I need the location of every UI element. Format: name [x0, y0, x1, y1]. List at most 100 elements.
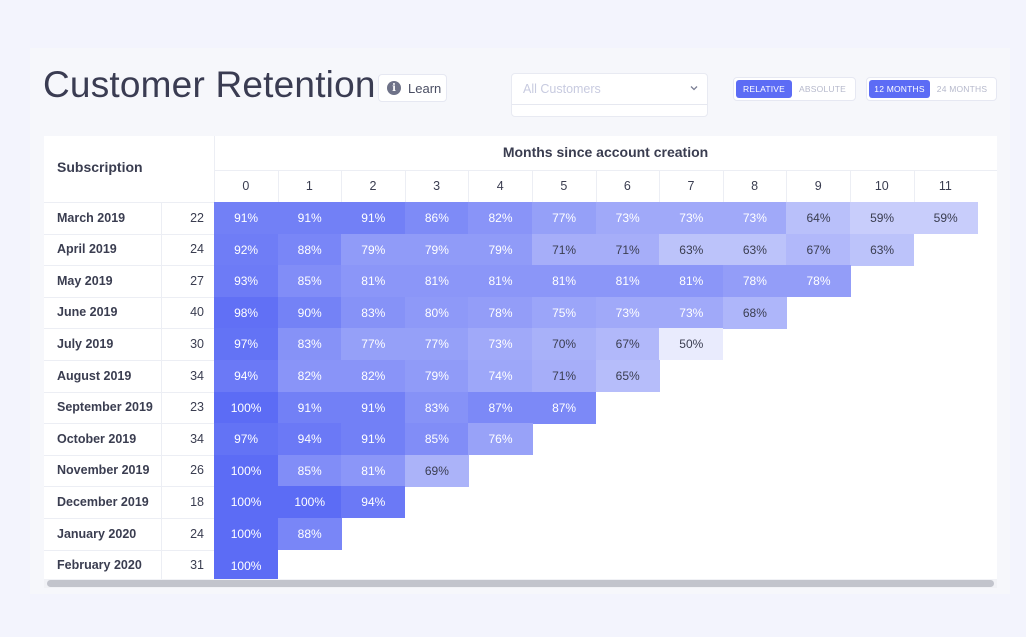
retention-cell[interactable]: 63%: [659, 233, 724, 266]
retention-cell[interactable]: 70%: [532, 328, 597, 361]
retention-cell[interactable]: 100%: [214, 549, 279, 582]
retention-cell[interactable]: 71%: [595, 233, 660, 266]
grid-line: [722, 170, 724, 202]
retention-cell[interactable]: 71%: [532, 360, 597, 393]
retention-cell[interactable]: 63%: [850, 233, 915, 266]
row-label: May 2019: [57, 273, 113, 288]
retention-cell[interactable]: 100%: [214, 518, 279, 551]
retention-cell[interactable]: 91%: [341, 202, 406, 235]
retention-cell[interactable]: 73%: [722, 202, 787, 235]
retention-cell[interactable]: 83%: [341, 296, 406, 329]
month-column-header: 3: [433, 179, 441, 193]
customer-select-value[interactable]: All Customers: [512, 74, 707, 105]
row-label: October 2019: [57, 431, 137, 446]
retention-cell[interactable]: 81%: [532, 265, 597, 298]
retention-cell[interactable]: 78%: [786, 265, 851, 298]
retention-cell[interactable]: 100%: [214, 454, 279, 487]
retention-cell[interactable]: 81%: [595, 265, 660, 298]
retention-cell[interactable]: 79%: [468, 233, 533, 266]
retention-cell[interactable]: 94%: [277, 423, 342, 456]
row-count: 24: [190, 242, 204, 257]
retention-cell[interactable]: 82%: [468, 202, 533, 235]
retention-cell[interactable]: 94%: [214, 360, 279, 393]
retention-cell[interactable]: 82%: [341, 360, 406, 393]
retention-cell[interactable]: 77%: [404, 328, 469, 361]
retention-cell[interactable]: 73%: [659, 296, 724, 329]
retention-cell[interactable]: 81%: [468, 265, 533, 298]
absolute-option[interactable]: ABSOLUTE: [799, 84, 846, 94]
retention-cell[interactable]: 82%: [277, 360, 342, 393]
month-column-header: 0: [242, 179, 250, 193]
retention-cell[interactable]: 59%: [850, 202, 915, 235]
retention-cell[interactable]: 79%: [404, 360, 469, 393]
retention-cell[interactable]: 85%: [404, 423, 469, 456]
retention-cell[interactable]: 81%: [659, 265, 724, 298]
retention-cell[interactable]: 78%: [722, 265, 787, 298]
retention-cell[interactable]: 91%: [277, 391, 342, 424]
retention-cell[interactable]: 81%: [341, 265, 406, 298]
grid-line: [44, 549, 214, 551]
row-label: August 2019: [57, 368, 132, 383]
retention-cell[interactable]: 86%: [404, 202, 469, 235]
retention-cell[interactable]: 64%: [786, 202, 851, 235]
retention-cell[interactable]: 98%: [214, 296, 279, 329]
retention-cell[interactable]: 79%: [404, 233, 469, 266]
customer-select[interactable]: All Customers: [511, 73, 708, 117]
retention-cell[interactable]: 90%: [277, 296, 342, 329]
retention-cell[interactable]: 91%: [277, 202, 342, 235]
24-months-option[interactable]: 24 MONTHS: [936, 84, 988, 94]
retention-cell[interactable]: 100%: [214, 391, 279, 424]
retention-cell[interactable]: 76%: [468, 423, 533, 456]
retention-cell[interactable]: 68%: [722, 296, 787, 329]
grid-line: [468, 170, 470, 202]
retention-cell[interactable]: 50%: [659, 328, 724, 361]
retention-cell[interactable]: 71%: [532, 233, 597, 266]
grid-line: [44, 296, 214, 298]
row-count: 30: [190, 336, 204, 351]
retention-cell[interactable]: 94%: [341, 486, 406, 519]
retention-cell[interactable]: 100%: [214, 486, 279, 519]
retention-cell[interactable]: 91%: [341, 423, 406, 456]
retention-cell[interactable]: 81%: [404, 265, 469, 298]
retention-cell[interactable]: 83%: [277, 328, 342, 361]
retention-cell[interactable]: 77%: [532, 202, 597, 235]
retention-cell[interactable]: 83%: [404, 391, 469, 424]
retention-cell[interactable]: 91%: [214, 202, 279, 235]
retention-cell[interactable]: 63%: [722, 233, 787, 266]
retention-cell[interactable]: 67%: [595, 328, 660, 361]
retention-cell[interactable]: 59%: [913, 202, 978, 235]
retention-cell[interactable]: 87%: [468, 391, 533, 424]
relative-option[interactable]: RELATIVE: [736, 80, 793, 98]
horizontal-scrollbar-thumb[interactable]: [47, 580, 994, 587]
retention-cell[interactable]: 73%: [659, 202, 724, 235]
12-months-option[interactable]: 12 MONTHS: [869, 80, 931, 98]
retention-cell[interactable]: 65%: [595, 360, 660, 393]
retention-cell[interactable]: 97%: [214, 328, 279, 361]
grid-line: [532, 170, 533, 202]
retention-cell[interactable]: 81%: [341, 454, 406, 487]
retention-cell[interactable]: 74%: [468, 360, 533, 393]
retention-cell[interactable]: 78%: [468, 296, 533, 329]
retention-cell[interactable]: 91%: [341, 391, 406, 424]
retention-cell[interactable]: 67%: [786, 233, 851, 266]
retention-cell[interactable]: 88%: [277, 233, 342, 266]
retention-cell[interactable]: 100%: [277, 486, 342, 519]
retention-cell[interactable]: 79%: [341, 233, 406, 266]
row-label: November 2019: [57, 463, 150, 478]
retention-cell[interactable]: 73%: [468, 328, 533, 361]
retention-cell[interactable]: 87%: [532, 391, 597, 424]
retention-cell[interactable]: 97%: [214, 423, 279, 456]
retention-cell[interactable]: 69%: [404, 454, 469, 487]
retention-cell[interactable]: 80%: [404, 296, 469, 329]
retention-cell[interactable]: 93%: [214, 265, 279, 298]
retention-cell[interactable]: 85%: [277, 265, 342, 298]
retention-cell[interactable]: 77%: [341, 328, 406, 361]
month-column-header: 6: [623, 179, 631, 193]
retention-cell[interactable]: 92%: [214, 233, 279, 266]
retention-cell[interactable]: 88%: [277, 518, 342, 551]
retention-cell[interactable]: 85%: [277, 454, 342, 487]
retention-cell[interactable]: 73%: [595, 202, 660, 235]
retention-cell[interactable]: 75%: [532, 296, 597, 329]
retention-cell[interactable]: 73%: [595, 296, 660, 329]
learn-button[interactable]: i Learn: [378, 74, 447, 102]
